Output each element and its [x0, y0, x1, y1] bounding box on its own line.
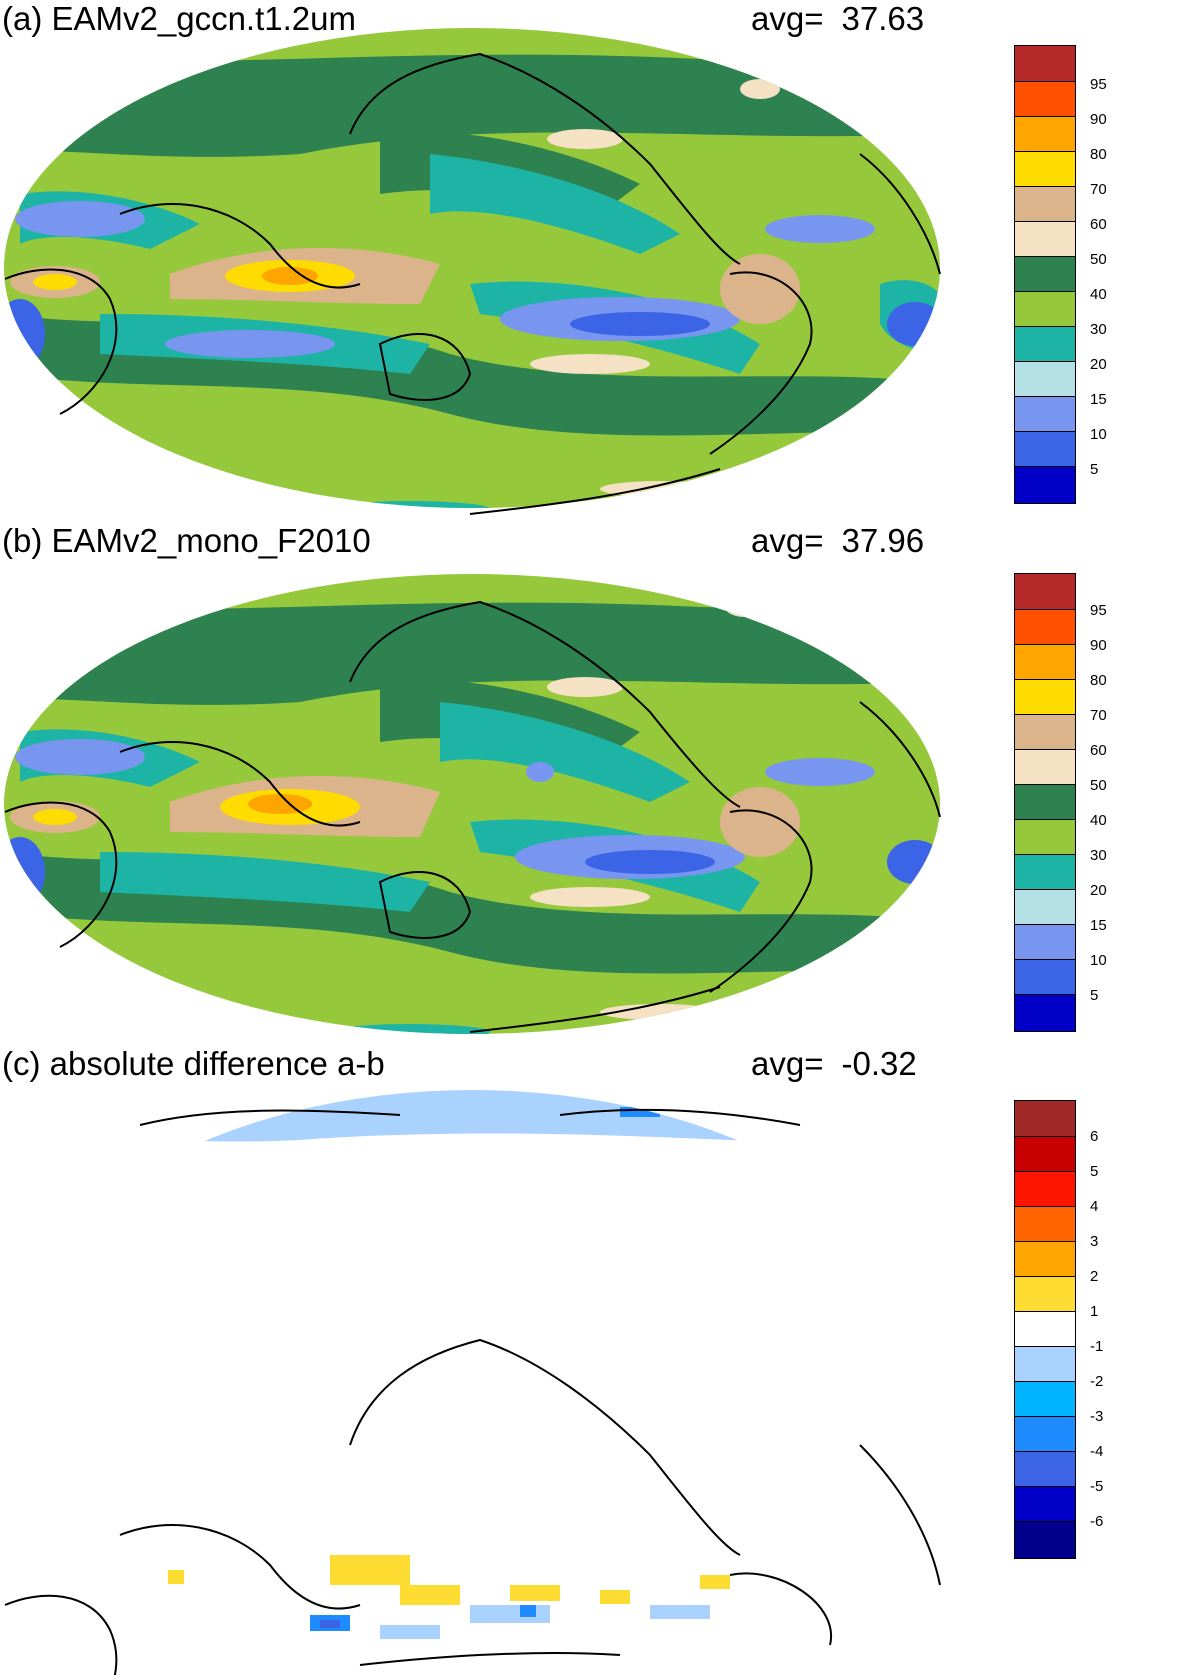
- legend-tick: 30: [1090, 847, 1107, 864]
- avg-value: 37.63: [841, 0, 925, 37]
- legend-tick: 1: [1090, 1303, 1099, 1320]
- legend-tick: 15: [1090, 391, 1107, 408]
- legend-tick: 20: [1090, 882, 1107, 899]
- map-panel-b: [4, 574, 941, 1034]
- legend-tick: 5: [1090, 1163, 1099, 1180]
- panel-a-avg: avg= 37.63: [751, 0, 924, 38]
- legend-tick: 95: [1090, 602, 1107, 619]
- legend-tick: 60: [1090, 216, 1107, 233]
- avg-label: avg=: [751, 1045, 824, 1082]
- legend-tick: -4: [1090, 1443, 1104, 1460]
- legend-tick: 50: [1090, 251, 1107, 268]
- legend-tick: 4: [1090, 1198, 1099, 1215]
- legend-tick: -2: [1090, 1373, 1104, 1390]
- legend-tick: 10: [1090, 952, 1107, 969]
- legend-panel-a: [1014, 45, 1076, 504]
- legend-tick: 20: [1090, 356, 1107, 373]
- legend-tick: -6: [1090, 1513, 1104, 1530]
- avg-label: avg=: [751, 0, 824, 37]
- legend-tick: 30: [1090, 321, 1107, 338]
- legend-tick: 5: [1090, 461, 1099, 478]
- panel-a-title: (a) EAMv2_gccn.t1.2um: [2, 0, 356, 37]
- map-panel-a: [4, 28, 941, 515]
- legend-tick: -5: [1090, 1478, 1104, 1495]
- legend-tick: 95: [1090, 76, 1107, 93]
- avg-value: -0.32: [841, 1045, 917, 1082]
- legend-tick: 6: [1090, 1128, 1099, 1145]
- panel-b-avg: avg= 37.96: [751, 522, 924, 560]
- legend-tick: 15: [1090, 917, 1107, 934]
- panel-c-title: (c) absolute difference a-b: [2, 1045, 385, 1082]
- legend-panel-c: [1014, 1100, 1076, 1559]
- legend-tick: 5: [1090, 987, 1099, 1004]
- legend-tick: 60: [1090, 742, 1107, 759]
- legend-tick: -1: [1090, 1338, 1104, 1355]
- legend-tick: 40: [1090, 286, 1107, 303]
- legend-tick: 10: [1090, 426, 1107, 443]
- legend-tick: 90: [1090, 637, 1107, 654]
- legend-tick: 80: [1090, 672, 1107, 689]
- legend-tick: 80: [1090, 146, 1107, 163]
- panel-b-title: (b) EAMv2_mono_F2010: [2, 522, 371, 559]
- legend-tick: 90: [1090, 111, 1107, 128]
- legend-tick: 2: [1090, 1268, 1099, 1285]
- legend-tick: -3: [1090, 1408, 1104, 1425]
- legend-tick: 50: [1090, 777, 1107, 794]
- avg-value: 37.96: [841, 522, 925, 559]
- legend-tick: 70: [1090, 181, 1107, 198]
- legend-panel-b: [1014, 573, 1076, 1032]
- legend-tick: 70: [1090, 707, 1107, 724]
- panel-c-avg: avg= -0.32: [751, 1045, 917, 1083]
- map-panel-c: [4, 1090, 941, 1675]
- legend-tick: 3: [1090, 1233, 1099, 1250]
- legend-tick: 40: [1090, 812, 1107, 829]
- avg-label: avg=: [751, 522, 824, 559]
